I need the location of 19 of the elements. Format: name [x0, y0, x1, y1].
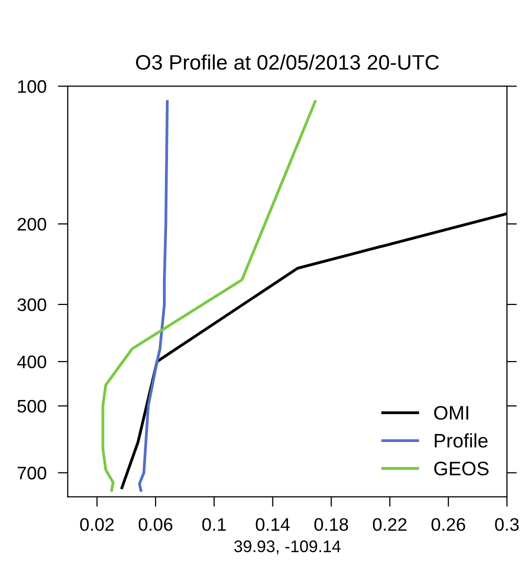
x-tick-label: 0.3: [495, 518, 519, 531]
y-tick-label: 100: [18, 80, 46, 93]
x-tick-label: 0.18: [314, 518, 348, 531]
x-axis-title: 39.93, -109.14: [234, 540, 341, 554]
y-tick-label: 300: [17, 298, 46, 312]
x-tick-label: 0.1: [202, 518, 226, 531]
y-tick-label: 200: [18, 218, 46, 231]
x-tick-label: 0.02: [80, 518, 114, 531]
chart-title: O3 Profile at 02/05/2013 20-UTC: [136, 54, 439, 70]
legend-label: Profile: [434, 433, 488, 448]
y-tick-label: 400: [17, 356, 46, 368]
y-tick-label: 500: [17, 400, 46, 413]
x-tick-label: 0.06: [138, 518, 172, 531]
y-tick-label: 700: [18, 466, 46, 480]
legend-label: OMI: [434, 406, 468, 420]
x-tick-label: 0.22: [372, 518, 406, 531]
x-tick-label: 0.26: [432, 518, 466, 531]
x-tick-label: 0.14: [256, 518, 290, 531]
legend-label: GEOS: [434, 462, 489, 476]
